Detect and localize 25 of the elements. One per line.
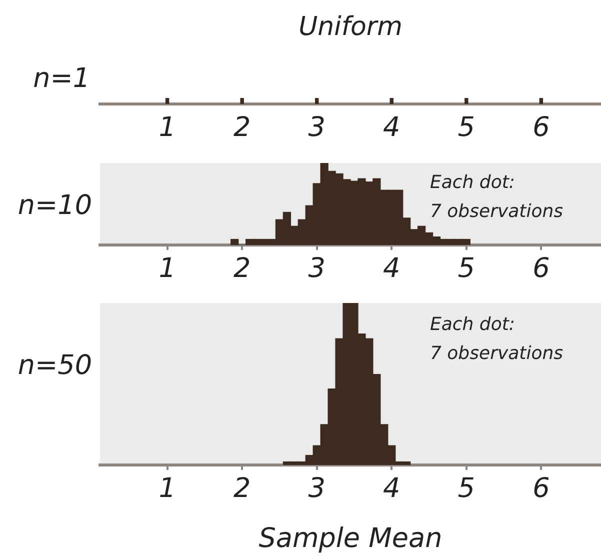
x-tick-label: 1 <box>158 112 176 144</box>
annotation: Each dot: 7 observations <box>430 313 564 366</box>
x-tick-label: 3 <box>308 112 326 144</box>
y-axis-title: n=1 <box>33 63 90 96</box>
x-tick-label: 5 <box>458 473 475 504</box>
x-tick-label: 3 <box>308 473 326 504</box>
x-tick-label: 2 <box>233 253 251 284</box>
x-tick-label: 4 <box>383 473 400 504</box>
x-tick-label: 4 <box>383 112 400 144</box>
x-tick-label: 5 <box>458 112 475 144</box>
x-tick-label: 2 <box>233 112 251 144</box>
x-tick-label: 3 <box>308 253 326 284</box>
chart-title: Uniform <box>298 12 404 44</box>
x-tick-label: 6 <box>532 473 550 504</box>
x-axis-title: Sample Mean <box>258 523 444 556</box>
x-tick-label: 1 <box>158 253 176 284</box>
x-tick-label: 6 <box>532 112 550 144</box>
annotation: Each dot: 7 observations <box>430 171 564 224</box>
x-tick-label: 4 <box>383 253 400 284</box>
y-axis-title: n=10 <box>18 190 92 222</box>
x-tick-label: 6 <box>532 253 550 284</box>
x-tick-label: 5 <box>458 253 475 284</box>
x-tick-label: 2 <box>233 473 251 504</box>
y-axis-title: n=50 <box>18 350 92 382</box>
x-tick-label: 1 <box>158 473 176 504</box>
